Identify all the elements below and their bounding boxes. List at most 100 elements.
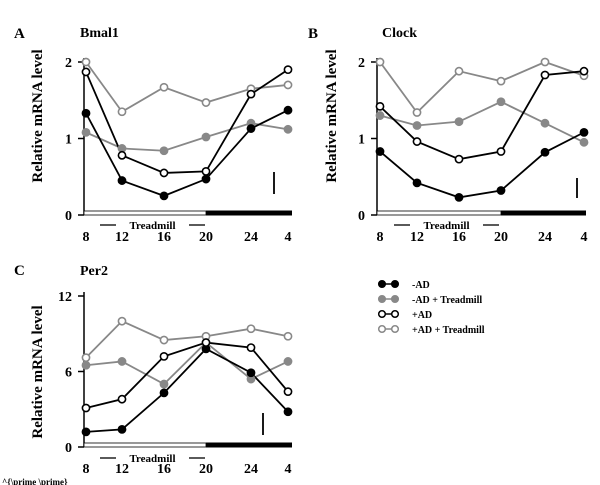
data-point	[117, 316, 127, 326]
series-line-ad-treadmill	[379, 61, 585, 114]
data-point	[81, 57, 91, 67]
x-tick-label: 12	[115, 462, 129, 477]
data-point	[375, 57, 385, 67]
series-line-ad-treadmill	[379, 100, 585, 144]
y-axis-label: Relative mRNA level	[324, 49, 340, 182]
legend-marker-left	[377, 324, 387, 334]
treadmill-label: Treadmill	[129, 453, 175, 465]
light-phase-bar	[83, 210, 207, 216]
data-point	[454, 154, 464, 164]
data-point	[117, 176, 127, 185]
data-point	[454, 193, 464, 202]
y-tick-label: 2	[358, 56, 365, 71]
data-point	[579, 127, 589, 137]
legend-marker-right	[390, 279, 400, 289]
series-line-ad	[379, 70, 585, 161]
data-point	[496, 76, 506, 86]
data-point	[246, 343, 256, 352]
dark-phase-bar	[206, 210, 292, 216]
data-point	[201, 166, 211, 176]
y-tick-label: 12	[58, 290, 72, 305]
data-point	[412, 108, 422, 117]
x-tick-label: 16	[157, 230, 171, 245]
data-point	[246, 368, 256, 378]
x-tick-label: 20	[199, 462, 213, 477]
data-point	[283, 80, 293, 90]
series-line-ad-treadmill	[85, 61, 289, 113]
x-tick-label: 24	[244, 230, 258, 245]
treadmill-label: Treadmill	[423, 220, 469, 232]
panel-title: Clock	[382, 26, 417, 41]
data-point	[496, 147, 506, 156]
x-tick-label: 4	[581, 230, 588, 245]
light-phase-bar	[83, 442, 207, 448]
data-point	[246, 324, 256, 334]
data-point	[283, 331, 293, 341]
panel-letter: C	[14, 263, 25, 279]
legend-marker-left	[377, 294, 387, 304]
data-point	[496, 186, 506, 195]
data-point	[283, 357, 293, 366]
data-point	[159, 191, 169, 201]
x-tick-label: 12	[410, 230, 424, 245]
data-point	[81, 353, 91, 363]
x-tick-label: 24	[244, 462, 258, 477]
data-point	[117, 394, 127, 404]
legend-marker-right	[390, 294, 400, 304]
data-point	[412, 178, 422, 188]
data-point	[246, 124, 256, 133]
series-line-ad	[379, 131, 585, 199]
panel-letter: A	[14, 26, 25, 42]
data-point	[412, 137, 422, 146]
legend-label: +AD + Treadmill	[412, 325, 485, 336]
data-point	[117, 107, 127, 117]
series-line-ad-treadmill	[85, 122, 289, 152]
x-tick-label: 4	[285, 230, 292, 245]
series-line-ad-treadmill	[85, 341, 289, 386]
data-point	[81, 427, 91, 437]
legend-label: -AD	[412, 280, 430, 291]
x-tick-label: 12	[115, 230, 129, 245]
legend-marker-right	[390, 309, 400, 319]
data-point	[201, 98, 211, 107]
data-point	[579, 137, 589, 147]
data-point	[283, 65, 293, 75]
legend-marker-right	[390, 324, 400, 334]
y-axis-label: Relative mRNA level	[30, 305, 46, 438]
data-point	[283, 124, 293, 134]
x-tick-label: 8	[377, 230, 384, 245]
series-line-ad	[85, 347, 289, 433]
data-point	[81, 360, 91, 370]
data-point	[201, 338, 211, 347]
dark-phase-bar	[206, 442, 292, 448]
y-tick-label: 6	[65, 366, 72, 381]
series-line-ad	[85, 68, 289, 174]
y-tick-label: 0	[358, 209, 365, 224]
stray-cropped-text: ^{\prime \prime}	[2, 477, 68, 485]
x-tick-label: 16	[452, 230, 466, 245]
data-point	[81, 108, 91, 118]
y-axis-label: Relative mRNA level	[30, 49, 46, 182]
y-tick-label: 1	[65, 133, 72, 148]
x-tick-label: 16	[157, 462, 171, 477]
data-point	[159, 388, 169, 398]
data-point	[579, 66, 589, 76]
x-tick-label: 24	[538, 230, 552, 245]
x-tick-label: 20	[199, 230, 213, 245]
x-tick-label: 20	[494, 230, 508, 245]
x-tick-label: 8	[83, 462, 90, 477]
legend-label: -AD + Treadmill	[412, 295, 482, 306]
legend-marker-left	[377, 309, 387, 319]
series-line-ad-treadmill	[85, 320, 289, 359]
x-tick-label: 4	[285, 462, 292, 477]
data-point	[81, 67, 91, 77]
legend-label: +AD	[412, 310, 432, 321]
data-point	[540, 118, 550, 128]
data-point	[283, 387, 293, 397]
data-point	[454, 117, 464, 127]
x-tick-label: 8	[83, 230, 90, 245]
y-tick-label: 0	[65, 209, 72, 224]
